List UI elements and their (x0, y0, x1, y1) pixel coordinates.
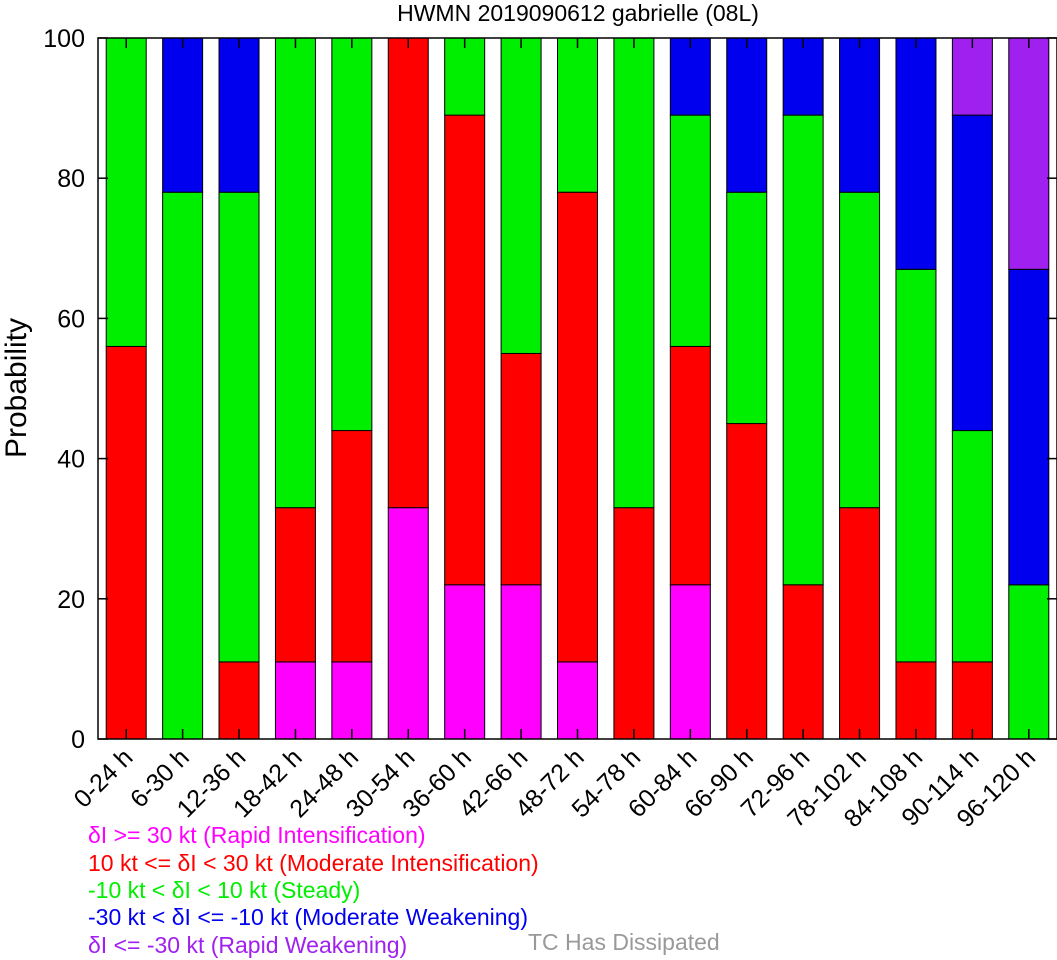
bar-segment-1-2 (162, 191, 204, 740)
bar-segment-2-1 (218, 661, 260, 740)
bar-segment-2-3 (218, 37, 260, 193)
y-axis-label: Probability (0, 318, 33, 458)
legend-entry-2: -10 kt < δI < 10 kt (Steady) (88, 877, 361, 903)
y-tick-label-100: 100 (43, 25, 85, 53)
bar-segment-15-2 (951, 430, 993, 663)
bar-segment-6-1 (444, 114, 486, 586)
bar-segment-16-3 (1008, 268, 1050, 586)
bar-segment-8-2 (557, 37, 598, 193)
bar-segment-3-2 (274, 37, 316, 509)
bar-segment-15-3 (951, 114, 993, 432)
bars (105, 37, 1050, 740)
bar-segment-10-2 (669, 114, 711, 347)
y-tick-label-80: 80 (57, 165, 85, 193)
bar-segment-9-2 (613, 37, 655, 509)
y-tick-label-20: 20 (57, 586, 85, 614)
bar-segment-9-1 (613, 507, 655, 740)
bar-segment-10-0 (669, 584, 711, 740)
bar-segment-4-2 (331, 37, 373, 432)
bar-segment-11-1 (726, 423, 768, 740)
legend-entry-3: -30 kt < δI <= -10 kt (Moderate Weakenin… (88, 904, 529, 930)
legend-entry-0: δI >= 30 kt (Rapid Intensification) (88, 822, 426, 848)
bar-segment-3-1 (274, 507, 316, 663)
y-tick-label-40: 40 (57, 446, 85, 474)
bar-segment-0-2 (105, 37, 147, 347)
legend-entry-4: δI <= -30 kt (Rapid Weakening) (88, 932, 408, 958)
bar-segment-13-3 (839, 37, 881, 193)
bar-segment-12-3 (782, 37, 824, 116)
bar-segment-1-3 (162, 37, 204, 193)
bar-segment-8-1 (557, 191, 598, 663)
bar-segment-13-2 (839, 191, 881, 509)
bar-segment-16-2 (1008, 584, 1050, 740)
y-tick-label-0: 0 (71, 726, 85, 754)
bar-segment-6-2 (444, 37, 486, 116)
bar-segment-14-1 (895, 661, 937, 740)
bar-segment-14-2 (895, 268, 937, 663)
bar-segment-16-4 (1008, 37, 1050, 270)
bar-segment-15-1 (951, 661, 993, 740)
bar-segment-12-2 (782, 114, 824, 586)
bar-segment-11-2 (726, 191, 768, 425)
bar-segment-0-1 (105, 345, 147, 740)
bar-segment-15-4 (951, 37, 993, 116)
bar-segment-7-2 (500, 37, 542, 354)
bar-segment-4-0 (331, 661, 373, 740)
bar-segment-10-1 (669, 345, 711, 586)
legend-entry-1: 10 kt <= δI < 30 kt (Moderate Intensific… (88, 850, 539, 876)
bar-segment-10-3 (669, 37, 711, 116)
dissipated-label: TC Has Dissipated (528, 929, 720, 955)
bar-segment-4-1 (331, 430, 373, 663)
bar-segment-11-3 (726, 37, 768, 193)
bar-segment-13-1 (839, 507, 881, 740)
bar-segment-3-0 (274, 661, 316, 740)
bar-segment-6-0 (444, 584, 486, 740)
bar-segment-7-0 (500, 584, 542, 740)
bar-segment-7-1 (500, 352, 542, 586)
x-tick-labels: 0-24 h6-30 h12-36 h18-42 h24-48 h30-54 h… (69, 743, 1042, 833)
ticks: 0 20 40 60 80 100 (43, 25, 1057, 754)
bar-segment-12-1 (782, 584, 824, 740)
bar-segment-2-2 (218, 191, 260, 663)
chart-title: HWMN 2019090612 gabrielle (08L) (397, 0, 759, 26)
y-tick-label-60: 60 (57, 305, 85, 333)
bar-segment-14-3 (895, 37, 937, 270)
bar-segment-8-0 (557, 661, 598, 740)
bar-segment-5-1 (387, 37, 429, 509)
bar-segment-5-0 (387, 507, 429, 740)
